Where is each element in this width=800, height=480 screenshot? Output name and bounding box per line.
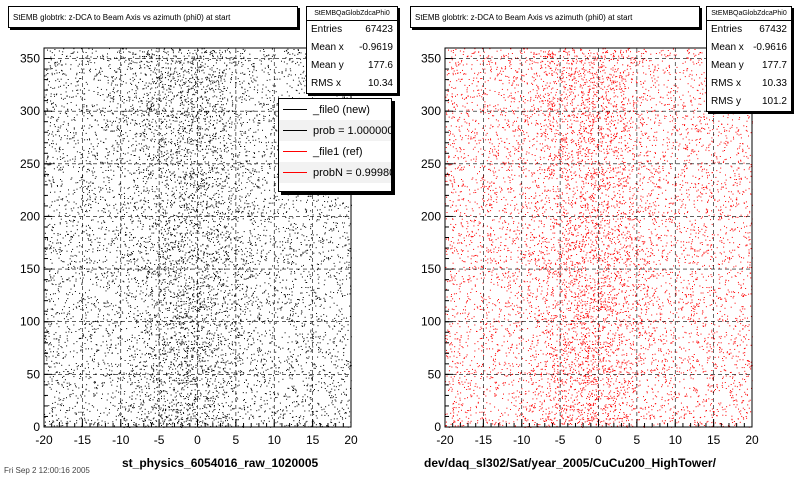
- right-plot-title-text: StEMB globtrk: z-DCA to Beam Axis vs azi…: [415, 13, 633, 22]
- legend-entry-new: _file0 (new): [279, 99, 391, 120]
- left-pad-label: st_physics_6054016_raw_1020005: [122, 456, 319, 470]
- right-y-tick-label: 300: [421, 104, 441, 118]
- legend: _file0 (new) prob = 1.000000 _file1 (ref…: [278, 98, 392, 192]
- legend-line-swatch: [283, 151, 307, 152]
- right-x-tick-label: 20: [745, 433, 759, 447]
- right-x-tick-label: 0: [595, 433, 602, 447]
- right-pad-label: dev/daq_sl302/Sat/year_2005/CuCu200_High…: [424, 456, 716, 470]
- left-x-tick-label: -10: [112, 433, 130, 447]
- left-y-tick-label: 50: [27, 367, 41, 381]
- left-y-tick-label: 350: [20, 52, 40, 66]
- left-y-tick-label: 300: [20, 104, 40, 118]
- legend-entry-ref: _file1 (ref): [279, 141, 391, 162]
- left-x-tick-label: -5: [154, 433, 165, 447]
- right-data-points: [445, 48, 753, 428]
- right-y-tick-label: 250: [421, 157, 441, 171]
- timestamp-label: Fri Sep 2 12:00:16 2005: [4, 466, 90, 475]
- right-stats-row: Entries 67432: [711, 24, 787, 35]
- left-x-tick-label: 0: [194, 433, 201, 447]
- left-y-tick-label: 0: [33, 420, 40, 434]
- right-y-tick-label: 150: [421, 262, 441, 276]
- left-data-points: [44, 48, 352, 428]
- left-stats-row: Mean x -0.9619: [311, 42, 393, 53]
- left-stats-row: Mean y 177.6: [311, 60, 393, 71]
- right-y-tick-label: 200: [421, 209, 441, 223]
- right-x-tick-label: -5: [555, 433, 566, 447]
- right-x-tick-label: -20: [436, 433, 454, 447]
- left-x-tick-label: -20: [35, 433, 53, 447]
- right-stats-row: Mean x -0.9616: [711, 42, 787, 53]
- legend-entry-prob: prob = 1.000000: [279, 120, 391, 141]
- left-plot-title-text: StEMB globtrk: z-DCA to Beam Axis vs azi…: [13, 13, 231, 22]
- right-stats-name: StEMBQaGlobZdcaPhi0: [707, 7, 791, 21]
- left-x-tick-label: 15: [306, 433, 320, 447]
- left-stats-row: Entries 67423: [311, 24, 393, 35]
- right-x-tick-label: 10: [669, 433, 683, 447]
- left-y-tick-label: 200: [20, 209, 40, 223]
- left-stats-row: RMS x 10.34: [311, 78, 393, 89]
- right-y-tick-label: 0: [434, 420, 441, 434]
- legend-entry-probn: probN = 0.99980: [279, 162, 391, 183]
- legend-line-swatch: [283, 172, 307, 173]
- right-y-tick-label: 50: [428, 367, 442, 381]
- right-x-tick-label: -15: [475, 433, 493, 447]
- legend-line-swatch: [283, 130, 307, 131]
- left-x-tick-label: 5: [233, 433, 240, 447]
- left-x-tick-label: 20: [344, 433, 358, 447]
- right-y-tick-label: 350: [421, 52, 441, 66]
- left-x-tick-label: -15: [74, 433, 92, 447]
- left-plot-title: StEMB globtrk: z-DCA to Beam Axis vs azi…: [8, 6, 298, 28]
- right-x-tick-label: 5: [634, 433, 641, 447]
- right-stats-row: Mean y 177.7: [711, 60, 787, 71]
- right-stats-row: RMS x 10.33: [711, 78, 787, 89]
- right-x-tick-label: -10: [513, 433, 531, 447]
- right-stats-box: StEMBQaGlobZdcaPhi0 Entries 67432 Mean x-…: [706, 6, 792, 112]
- left-y-tick-label: 100: [20, 315, 40, 329]
- right-plot-title: StEMB globtrk: z-DCA to Beam Axis vs azi…: [410, 6, 700, 28]
- right-stats-row: RMS y 101.2: [711, 96, 787, 107]
- left-y-tick-label: 150: [20, 262, 40, 276]
- right-y-tick-label: 100: [421, 315, 441, 329]
- left-stats-name: StEMBQaGlobZdcaPhi0: [307, 7, 397, 21]
- left-stats-box: StEMBQaGlobZdcaPhi0 Entries 67423 Mean x-…: [306, 6, 398, 94]
- legend-line-swatch: [283, 109, 307, 110]
- left-y-tick-label: 250: [20, 157, 40, 171]
- left-x-tick-label: 10: [268, 433, 282, 447]
- right-x-tick-label: 15: [707, 433, 721, 447]
